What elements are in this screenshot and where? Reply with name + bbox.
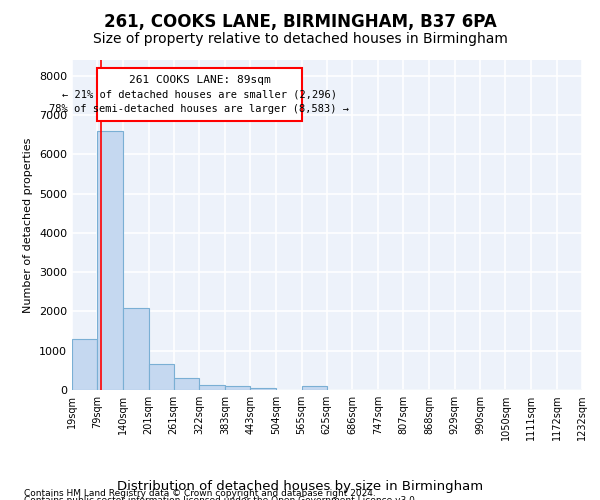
Bar: [302, 386, 327, 390]
Bar: [72, 339, 97, 390]
Bar: [123, 308, 149, 390]
Bar: [174, 378, 199, 390]
Bar: [149, 364, 174, 390]
Text: Distribution of detached houses by size in Birmingham: Distribution of detached houses by size …: [117, 480, 483, 493]
Bar: [97, 130, 123, 390]
Y-axis label: Number of detached properties: Number of detached properties: [23, 138, 34, 312]
FancyBboxPatch shape: [97, 68, 302, 121]
Text: ← 21% of detached houses are smaller (2,296): ← 21% of detached houses are smaller (2,…: [62, 90, 337, 100]
Text: 78% of semi-detached houses are larger (8,583) →: 78% of semi-detached houses are larger (…: [49, 104, 349, 114]
Bar: [199, 385, 225, 390]
Bar: [225, 386, 250, 390]
Text: Contains public sector information licensed under the Open Government Licence v3: Contains public sector information licen…: [24, 496, 418, 500]
Bar: [250, 388, 276, 390]
Text: 261, COOKS LANE, BIRMINGHAM, B37 6PA: 261, COOKS LANE, BIRMINGHAM, B37 6PA: [104, 12, 496, 30]
Text: Size of property relative to detached houses in Birmingham: Size of property relative to detached ho…: [92, 32, 508, 46]
Text: Contains HM Land Registry data © Crown copyright and database right 2024.: Contains HM Land Registry data © Crown c…: [24, 489, 376, 498]
Text: 261 COOKS LANE: 89sqm: 261 COOKS LANE: 89sqm: [128, 75, 270, 85]
